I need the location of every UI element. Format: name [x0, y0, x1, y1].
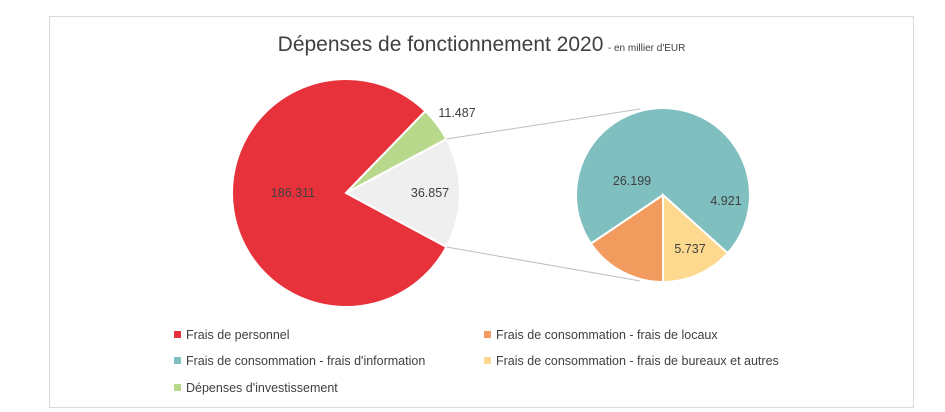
chart-frame: Dépenses de fonctionnement 2020 - en mil… — [49, 16, 914, 408]
legend-item: Frais de consommation - frais de bureaux… — [484, 354, 779, 368]
data-label-frais-information: 26.199 — [613, 174, 651, 188]
chart-title: Dépenses de fonctionnement 2020 - en mil… — [50, 33, 913, 57]
legend-label: Frais de consommation - frais de locaux — [496, 328, 718, 342]
legend-item: Frais de personnel — [174, 328, 290, 342]
chart-legend: Frais de personnel Frais de consommation… — [50, 17, 915, 409]
legend-swatch — [174, 384, 181, 391]
legend-label: Frais de consommation - frais d'informat… — [186, 354, 426, 368]
legend-item: Frais de consommation - frais de locaux — [484, 328, 718, 342]
legend-label: Frais de personnel — [186, 328, 290, 342]
secondary-pie-slice — [662, 192, 730, 284]
data-label-depenses-investissement: 11.487 — [438, 106, 475, 120]
data-label-frais-bureaux: 4.921 — [710, 194, 741, 208]
legend-swatch — [484, 357, 491, 364]
chart-subtitle: - en millier d'EUR — [607, 43, 686, 54]
legend-swatch — [174, 357, 181, 364]
data-label-autres: 36.857 — [411, 186, 449, 200]
legend-label: Frais de consommation - frais de bureaux… — [496, 354, 779, 368]
connector-line — [446, 246, 641, 282]
main-pie-slice — [343, 137, 461, 249]
connector-line — [446, 108, 641, 140]
legend-swatch — [484, 331, 491, 338]
legend-item: Dépenses d'investissement — [174, 381, 338, 395]
legend-swatch — [174, 331, 181, 338]
secondary-pie-slice — [575, 107, 751, 255]
legend-item: Frais de consommation - frais d'informat… — [174, 354, 425, 368]
main-pie-slice — [345, 109, 448, 194]
secondary-pie-slice — [589, 193, 664, 284]
pie-of-pie-plot: 186.311 11.487 36.857 26.199 4.921 5.737 — [231, 78, 751, 308]
main-pie-slice — [231, 78, 448, 308]
data-label-frais-de-personnel: 186.311 — [271, 186, 315, 200]
data-label-frais-locaux: 5.737 — [674, 242, 705, 256]
legend-label: Dépenses d'investissement — [186, 381, 338, 395]
chart-title-main: Dépenses de fonctionnement 2020 — [277, 33, 604, 56]
